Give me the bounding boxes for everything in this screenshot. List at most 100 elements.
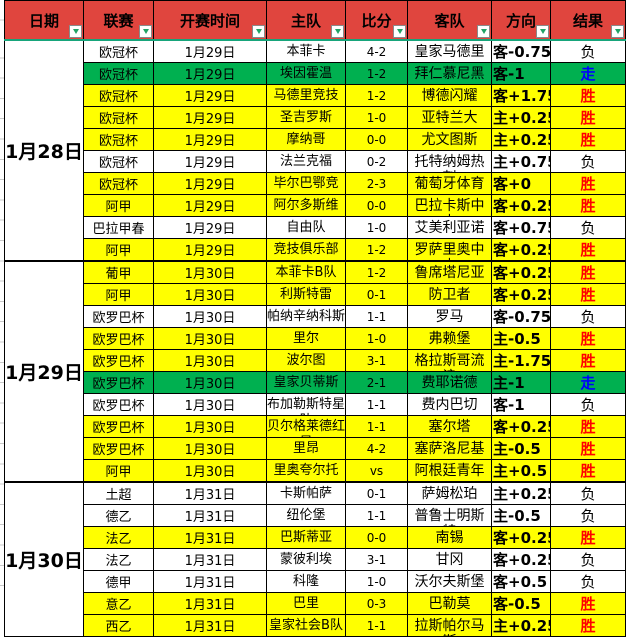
direction-cell[interactable]: 主-1.75 xyxy=(491,349,551,372)
time-cell[interactable]: 1月31日 xyxy=(153,592,267,615)
league-cell[interactable]: 土超 xyxy=(83,481,154,505)
result-cell[interactable]: 胜 xyxy=(550,526,626,549)
time-cell[interactable]: 1月31日 xyxy=(153,570,267,593)
direction-cell[interactable]: 客+0.75 xyxy=(491,216,551,239)
direction-cell[interactable]: 客+0.25 xyxy=(491,283,551,306)
away-cell[interactable]: 罗萨里奥中央 xyxy=(407,238,492,262)
home-cell[interactable]: 皇家社会B队 xyxy=(266,614,346,637)
time-cell[interactable]: 1月29日 xyxy=(153,238,267,262)
away-cell[interactable]: 亚特兰大 xyxy=(407,106,492,129)
direction-cell[interactable]: 主+0.25 xyxy=(491,481,551,505)
away-cell[interactable]: 鲁席塔尼亚 xyxy=(407,260,492,284)
time-cell[interactable]: 1月31日 xyxy=(153,526,267,549)
league-cell[interactable]: 欧冠杯 xyxy=(83,84,154,107)
time-cell[interactable]: 1月31日 xyxy=(153,481,267,505)
result-cell[interactable]: 负 xyxy=(550,39,626,63)
league-cell[interactable]: 欧冠杯 xyxy=(83,39,154,63)
score-cell[interactable]: 3-1 xyxy=(345,349,408,372)
direction-cell[interactable]: 客+0.25 xyxy=(491,238,551,262)
home-cell[interactable]: 里奥夸尔托 xyxy=(266,459,346,483)
league-cell[interactable]: 阿甲 xyxy=(83,283,154,306)
result-cell[interactable]: 胜 xyxy=(550,194,626,217)
away-cell[interactable]: 巴勒莫 xyxy=(407,592,492,615)
time-cell[interactable]: 1月30日 xyxy=(153,260,267,284)
direction-cell[interactable]: 主-0.5 xyxy=(491,327,551,350)
league-cell[interactable]: 西乙 xyxy=(83,614,154,637)
score-cell[interactable]: 0-1 xyxy=(345,283,408,306)
league-cell[interactable]: 欧冠杯 xyxy=(83,106,154,129)
direction-cell[interactable]: 客+0.25 xyxy=(491,194,551,217)
filter-button[interactable] xyxy=(139,25,152,38)
result-cell[interactable]: 胜 xyxy=(550,415,626,438)
col-header-date[interactable]: 日期 xyxy=(4,0,84,41)
direction-cell[interactable]: 主-0.5 xyxy=(491,437,551,460)
col-header-result[interactable]: 结果 xyxy=(550,0,626,41)
time-cell[interactable]: 1月30日 xyxy=(153,437,267,460)
time-cell[interactable]: 1月29日 xyxy=(153,84,267,107)
score-cell[interactable]: 0-0 xyxy=(345,128,408,151)
direction-cell[interactable]: 客+0.25 xyxy=(491,260,551,284)
home-cell[interactable]: 摩纳哥 xyxy=(266,128,346,151)
league-cell[interactable]: 法乙 xyxy=(83,548,154,571)
home-cell[interactable]: 卡斯帕萨 xyxy=(266,481,346,505)
away-cell[interactable]: 弗赖堡 xyxy=(407,327,492,350)
score-cell[interactable]: 1-2 xyxy=(345,238,408,262)
direction-cell[interactable]: 主+0.25 xyxy=(491,614,551,637)
home-cell[interactable]: 自由队 xyxy=(266,216,346,239)
home-cell[interactable]: 本菲卡B队 xyxy=(266,260,346,284)
result-cell[interactable]: 负 xyxy=(550,548,626,571)
col-header-league[interactable]: 联赛 xyxy=(83,0,154,41)
score-cell[interactable]: 0-2 xyxy=(345,150,408,173)
filter-button[interactable] xyxy=(252,25,265,38)
result-cell[interactable]: 走 xyxy=(550,62,626,85)
away-cell[interactable]: 格拉斯哥流浪 xyxy=(407,349,492,372)
away-cell[interactable]: 塞萨洛尼基 xyxy=(407,437,492,460)
result-cell[interactable]: 负 xyxy=(550,150,626,173)
away-cell[interactable]: 罗马 xyxy=(407,305,492,328)
home-cell[interactable]: 里尔 xyxy=(266,327,346,350)
home-cell[interactable]: 马德里竞技 xyxy=(266,84,346,107)
home-cell[interactable]: 毕尔巴鄂竞 xyxy=(266,172,346,195)
away-cell[interactable]: 托特纳姆热刺 xyxy=(407,150,492,173)
home-cell[interactable]: 纽伦堡 xyxy=(266,504,346,527)
score-cell[interactable]: 1-0 xyxy=(345,327,408,350)
direction-cell[interactable]: 客+0.25 xyxy=(491,548,551,571)
away-cell[interactable]: 博德闪耀 xyxy=(407,84,492,107)
score-cell[interactable]: 2-1 xyxy=(345,371,408,394)
result-cell[interactable]: 胜 xyxy=(550,327,626,350)
filter-button[interactable] xyxy=(611,25,624,38)
time-cell[interactable]: 1月29日 xyxy=(153,39,267,63)
direction-cell[interactable]: 主+0.25 xyxy=(491,128,551,151)
home-cell[interactable]: 布加勒斯特星队 xyxy=(266,393,346,416)
away-cell[interactable]: 拜仁慕尼黑 xyxy=(407,62,492,85)
score-cell[interactable]: 0-0 xyxy=(345,194,408,217)
away-cell[interactable]: 阿根廷青年 xyxy=(407,459,492,483)
result-cell[interactable]: 走 xyxy=(550,371,626,394)
direction-cell[interactable]: 客-0.5 xyxy=(491,592,551,615)
home-cell[interactable]: 圣吉罗斯 xyxy=(266,106,346,129)
away-cell[interactable]: 巴拉卡斯中央 xyxy=(407,194,492,217)
time-cell[interactable]: 1月29日 xyxy=(153,216,267,239)
time-cell[interactable]: 1月29日 xyxy=(153,194,267,217)
score-cell[interactable]: 1-1 xyxy=(345,415,408,438)
league-cell[interactable]: 德乙 xyxy=(83,504,154,527)
home-cell[interactable]: 巴里 xyxy=(266,592,346,615)
score-cell[interactable]: 1-1 xyxy=(345,504,408,527)
time-cell[interactable]: 1月29日 xyxy=(153,62,267,85)
result-cell[interactable]: 胜 xyxy=(550,238,626,262)
time-cell[interactable]: 1月31日 xyxy=(153,548,267,571)
result-cell[interactable]: 胜 xyxy=(550,459,626,483)
result-cell[interactable]: 胜 xyxy=(550,437,626,460)
score-cell[interactable]: 1-2 xyxy=(345,62,408,85)
home-cell[interactable]: 帕纳辛纳科斯 xyxy=(266,305,346,328)
result-cell[interactable]: 胜 xyxy=(550,283,626,306)
direction-cell[interactable]: 客+0.25 xyxy=(491,415,551,438)
score-cell[interactable]: 1-2 xyxy=(345,260,408,284)
away-cell[interactable]: 防卫者 xyxy=(407,283,492,306)
time-cell[interactable]: 1月30日 xyxy=(153,371,267,394)
time-cell[interactable]: 1月31日 xyxy=(153,614,267,637)
home-cell[interactable]: 科隆 xyxy=(266,570,346,593)
home-cell[interactable]: 利斯特雷 xyxy=(266,283,346,306)
col-header-direction[interactable]: 方向 xyxy=(491,0,551,41)
score-cell[interactable]: 3-1 xyxy=(345,548,408,571)
